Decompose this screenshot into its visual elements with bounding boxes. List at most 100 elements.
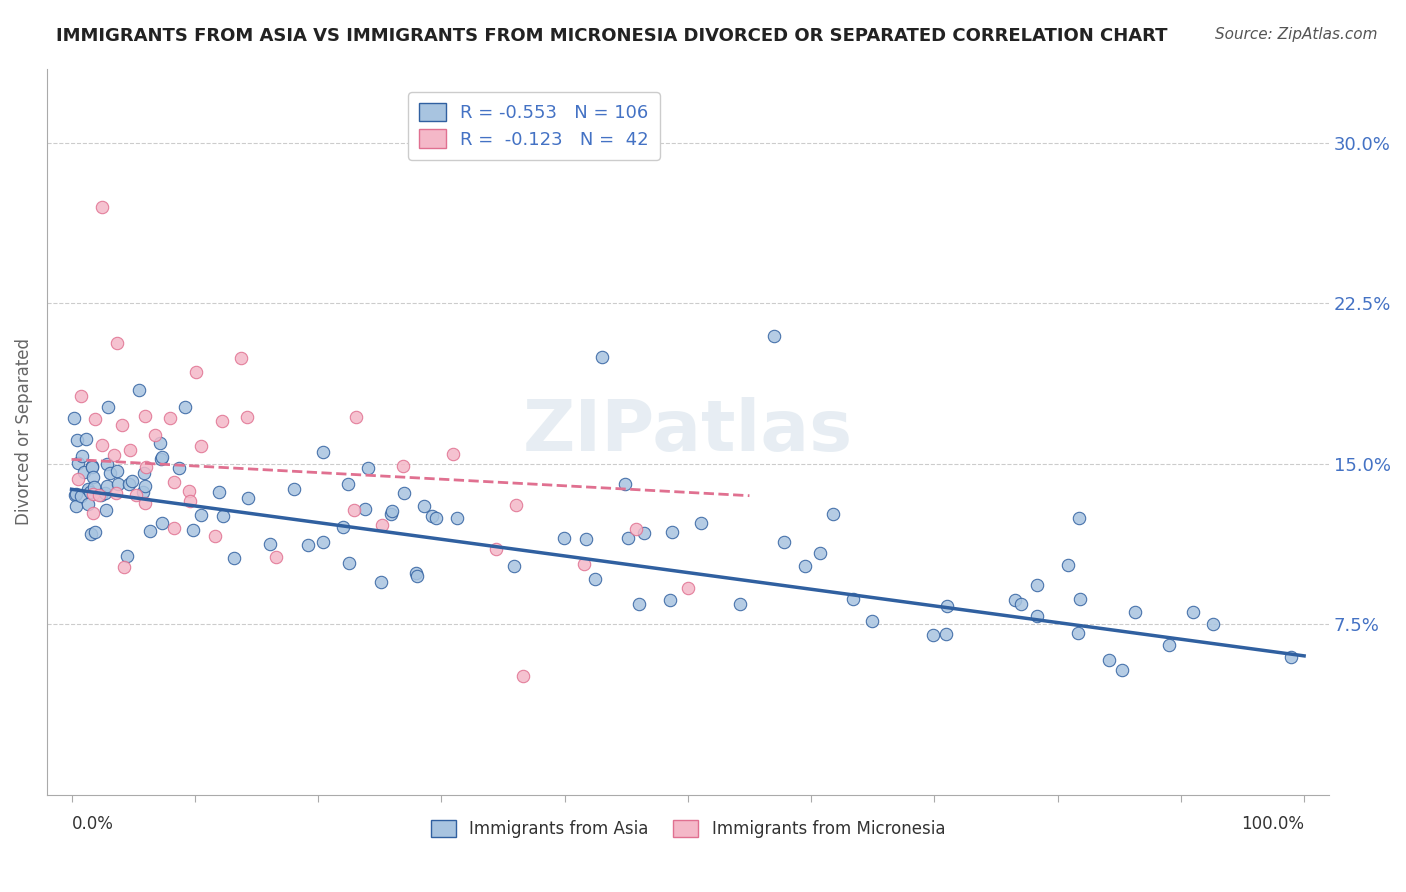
Point [84,412,107,426]
Point [343,503,366,517]
Point [380,504,402,518]
Point [413,500,436,514]
Point [190,508,212,523]
Point [627,597,650,611]
Point [63,488,86,502]
Point [406,569,429,583]
Point [441,447,464,461]
Point [1067,511,1090,525]
Point [624,522,647,536]
Point [1098,653,1121,667]
Point [208,485,231,500]
Point [236,410,259,425]
Point [75,432,97,446]
Text: ZIPatlas: ZIPatlas [523,397,853,467]
Point [79,485,101,500]
Point [935,599,957,614]
Point [344,409,367,424]
Point [772,535,794,549]
Point [132,485,155,500]
Point [503,558,526,573]
Point [66,472,89,486]
Point [572,558,595,572]
Point [392,458,415,473]
Text: IMMIGRANTS FROM ASIA VS IMMIGRANTS FROM MICRONESIA DIVORCED OR SEPARATED CORRELA: IMMIGRANTS FROM ASIA VS IMMIGRANTS FROM … [56,27,1168,45]
Point [128,383,150,397]
Point [117,549,139,564]
Point [357,460,380,475]
Point [84,525,107,540]
Point [87,488,110,502]
Point [77,497,100,511]
Point [73,466,96,480]
Point [149,436,172,450]
Point [167,460,190,475]
Point [728,597,751,611]
Point [860,614,883,628]
Point [505,498,527,512]
Text: 100.0%: 100.0% [1241,815,1305,833]
Point [90,438,112,452]
Point [613,477,636,491]
Point [1057,558,1080,573]
Point [420,509,443,524]
Point [150,451,173,466]
Point [297,537,319,551]
Point [763,328,786,343]
Point [82,470,104,484]
Point [82,506,104,520]
Point [96,457,118,471]
Point [212,509,235,524]
Point [132,467,155,481]
Point [1181,605,1204,619]
Point [583,572,606,586]
Point [67,456,90,470]
Point [150,516,173,530]
Point [264,549,287,564]
Point [211,413,233,427]
Point [658,593,681,607]
Point [224,550,246,565]
Point [91,200,114,214]
Point [794,559,817,574]
Point [392,486,415,500]
Point [678,581,700,595]
Point [808,546,831,560]
Point [94,485,117,500]
Point [1202,617,1225,632]
Point [690,516,713,530]
Point [111,417,134,432]
Point [120,442,142,457]
Point [370,574,392,589]
Point [312,534,335,549]
Point [823,507,845,521]
Point [121,474,143,488]
Point [485,542,508,557]
Point [134,409,156,423]
Point [661,525,683,540]
Point [150,450,173,465]
Point [103,448,125,462]
Point [633,526,655,541]
Point [617,531,640,545]
Point [65,487,87,501]
Point [371,518,394,533]
Point [177,484,200,499]
Point [337,556,360,570]
Point [107,477,129,491]
Point [134,496,156,510]
Point [1025,578,1047,592]
Point [83,479,105,493]
Point [353,501,375,516]
Point [259,537,281,551]
Point [181,523,204,537]
Point [159,410,181,425]
Point [143,428,166,442]
Point [1067,625,1090,640]
Y-axis label: Divorced or Separated: Divorced or Separated [15,338,32,525]
Point [105,464,128,478]
Point [66,433,89,447]
Point [70,449,93,463]
Point [96,479,118,493]
Point [332,519,354,533]
